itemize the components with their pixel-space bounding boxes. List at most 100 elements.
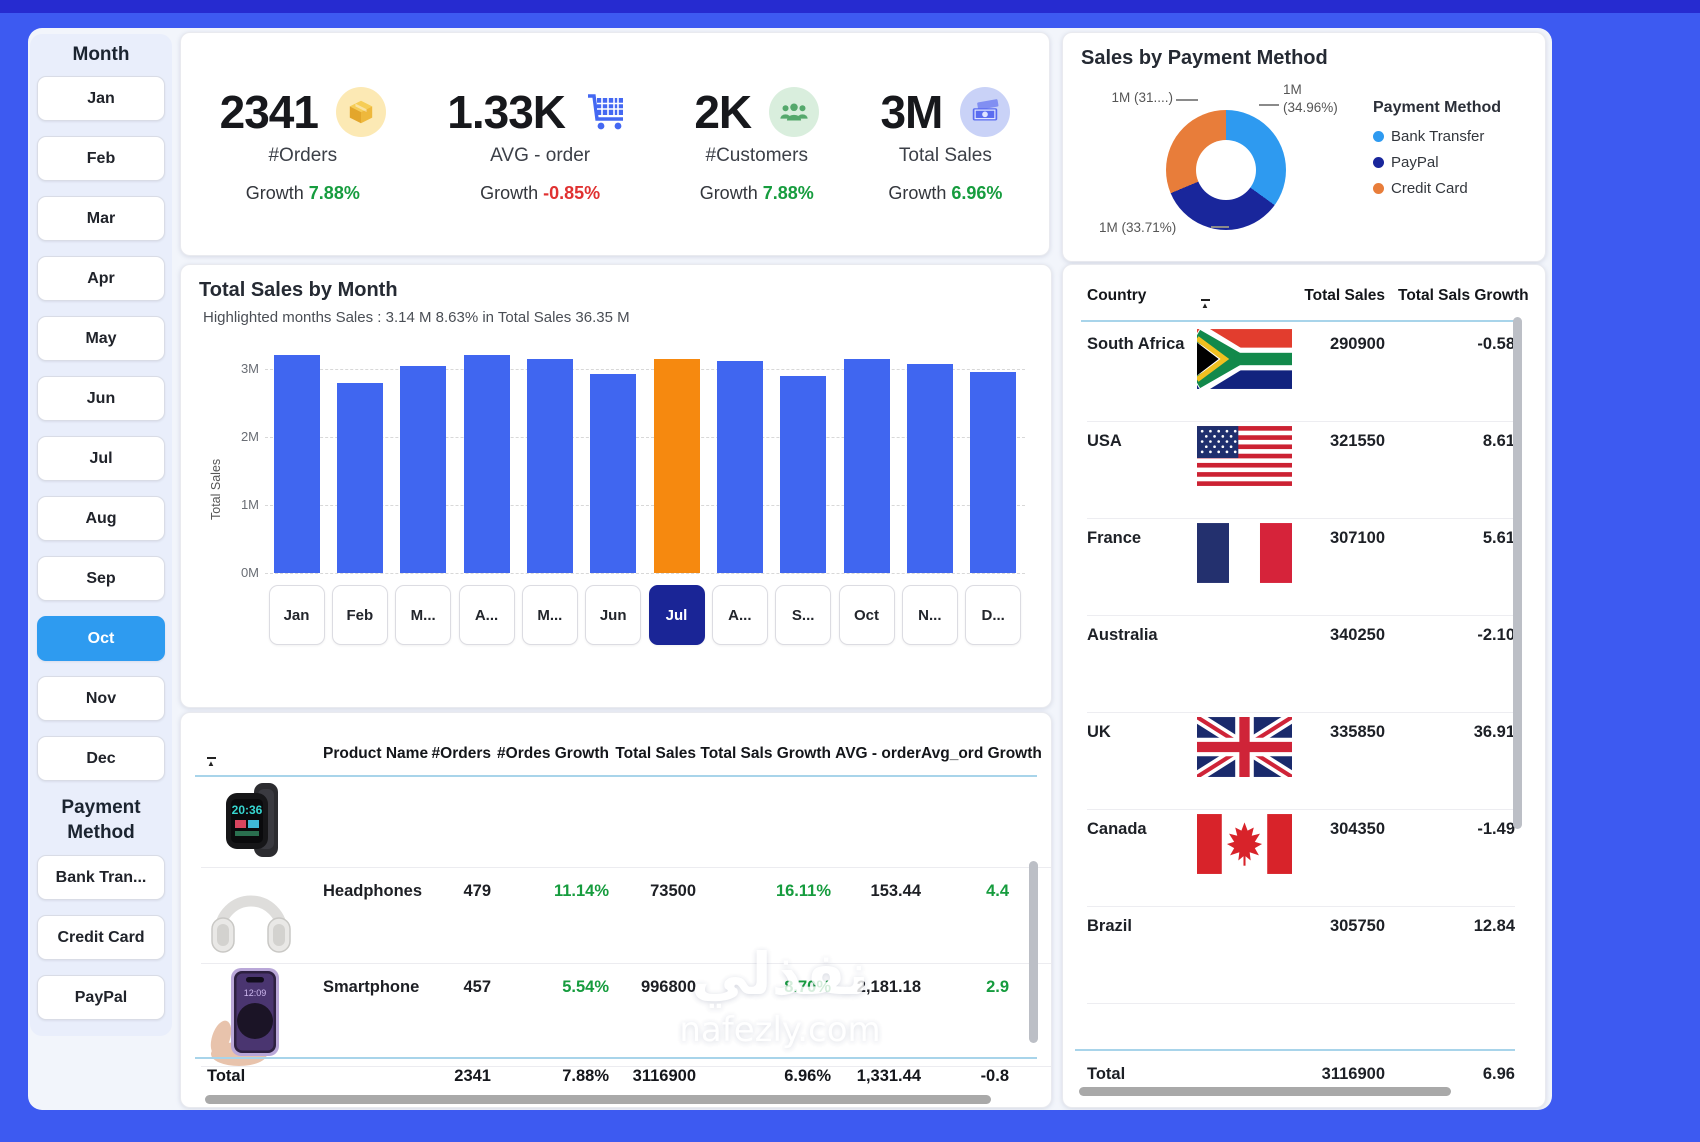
sort-icon[interactable]: ▲	[1201, 299, 1210, 311]
payment-donut-chart[interactable]	[1166, 110, 1286, 230]
country-header-growth[interactable]: Total Sals Growth	[1398, 287, 1529, 304]
product-row-smartwatch[interactable]: 20:36	[201, 779, 1051, 868]
month-button-mar[interactable]: Mar	[37, 196, 165, 241]
country-total-sales: 3116900	[1321, 1065, 1385, 1083]
sort-icon[interactable]: ▲	[207, 757, 216, 769]
country-row-france[interactable]: France 307100 5.61	[1087, 519, 1515, 616]
bar-nov[interactable]	[907, 364, 954, 573]
product-header-avg-order[interactable]: AVG - order	[835, 745, 921, 762]
bar-may[interactable]	[527, 358, 574, 573]
country-row-usa[interactable]: USA 321550 8.61	[1087, 422, 1515, 519]
bar-mar[interactable]	[400, 365, 447, 573]
bar-sep[interactable]	[780, 375, 827, 573]
x-axis-button-dec[interactable]: D...	[965, 585, 1022, 645]
legend-item-bank-transfer[interactable]: Bank Transfer	[1373, 128, 1501, 145]
donut-title: Sales by Payment Method	[1081, 47, 1328, 69]
x-axis-button-jul[interactable]: Jul	[648, 585, 705, 645]
product-row-headphones[interactable]: Headphones 479 11.14% 73500 16.11% 153.44 4.4	[201, 868, 1051, 964]
orders-cell	[421, 779, 491, 793]
monthly-sales-chart-card: Total Sales by Month Highlighted months …	[180, 264, 1052, 708]
total-sales-cell	[609, 779, 696, 793]
bar-oct[interactable]	[843, 358, 890, 573]
kpi-label: AVG - order	[490, 144, 591, 166]
payment-donut-card: Sales by Payment Method 1M (31....) 1M (…	[1062, 32, 1546, 262]
country-row-uk[interactable]: UK 335850 36.91	[1087, 712, 1515, 810]
bar-feb[interactable]	[337, 382, 384, 573]
product-header-ordes-growth[interactable]: #Ordes Growth	[497, 745, 609, 762]
x-axis-button-sep[interactable]: S...	[775, 585, 832, 645]
month-button-feb[interactable]: Feb	[37, 136, 165, 181]
month-button-nov[interactable]: Nov	[37, 676, 165, 721]
callout-line	[1259, 104, 1279, 106]
avg-order-cell: 153.44	[870, 882, 921, 900]
x-axis-button-oct[interactable]: Oct	[838, 585, 895, 645]
product-row-smartphone[interactable]: 12:09 Smartphone 457 5.54% 996800 8.70% 2,181.…	[201, 964, 1051, 1067]
uk-flag	[1187, 712, 1296, 782]
callout-line	[1211, 226, 1229, 228]
product-header-orders[interactable]: #Orders	[431, 745, 491, 762]
x-axis-button-jun[interactable]: Jun	[585, 585, 642, 645]
x-axis-button-jan[interactable]: Jan	[268, 585, 325, 645]
kpi-value: 1.33K	[447, 85, 566, 138]
bar-jun[interactable]	[590, 373, 637, 573]
product-vertical-scrollbar[interactable]	[1029, 861, 1038, 1043]
total-divider	[1075, 1049, 1515, 1051]
country-row-australia[interactable]: Australia 340250 -2.10	[1087, 616, 1515, 713]
country-horizontal-scrollbar[interactable]	[1079, 1087, 1451, 1096]
country-row-brazil[interactable]: Brazil 305750 12.84	[1087, 907, 1515, 1004]
orders-growth-cell: 5.54%	[562, 978, 609, 996]
bar-aug[interactable]	[717, 360, 764, 573]
country-growth: -2.10	[1477, 626, 1515, 644]
legend-item-credit-card[interactable]: Credit Card	[1373, 180, 1501, 197]
country-row-canada[interactable]: Canada 304350 -1.49	[1087, 810, 1515, 907]
country-header-total-sales[interactable]: Total Sales	[1304, 287, 1385, 304]
bar-apr[interactable]	[463, 355, 510, 573]
product-header-total-sals-growth[interactable]: Total Sals Growth	[700, 745, 831, 762]
country-vertical-scrollbar[interactable]	[1513, 317, 1522, 829]
product-header-avg-ord-growth[interactable]: Avg_ord Growth	[921, 745, 1042, 762]
month-button-jul[interactable]: Jul	[37, 436, 165, 481]
x-axis-button-apr[interactable]: A...	[458, 585, 515, 645]
x-axis-button-nov[interactable]: N...	[901, 585, 958, 645]
x-axis-button-may[interactable]: M...	[521, 585, 578, 645]
bar-jul[interactable]	[653, 359, 700, 573]
product-sort-cell: ▲	[201, 745, 301, 771]
product-name-cell: Smartphone	[323, 978, 420, 996]
kpi-total-sales: 3M Total Sales Growth 6.96%	[880, 85, 1011, 204]
month-button-may[interactable]: May	[37, 316, 165, 361]
month-button-jan[interactable]: Jan	[37, 76, 165, 121]
y-tick-2M: 2M	[240, 429, 259, 444]
legend-dot	[1373, 183, 1384, 194]
kpi-value: 2341	[219, 85, 319, 138]
legend-item-paypal[interactable]: PayPal	[1373, 154, 1501, 171]
product-horizontal-scrollbar[interactable]	[205, 1095, 991, 1104]
payment-button-credit-card[interactable]: Credit Card	[37, 915, 165, 961]
y-tick-1M: 1M	[240, 497, 259, 512]
x-axis-button-feb[interactable]: Feb	[331, 585, 388, 645]
missing-flag	[1187, 907, 1287, 911]
svg-text:20:36: 20:36	[232, 803, 263, 817]
month-button-apr[interactable]: Apr	[37, 256, 165, 301]
month-button-jun[interactable]: Jun	[37, 376, 165, 421]
bar-jan[interactable]	[273, 355, 320, 573]
payment-button-paypal[interactable]: PayPal	[37, 975, 165, 1021]
x-axis-button-aug[interactable]: A...	[711, 585, 768, 645]
legend-label: Credit Card	[1391, 180, 1468, 197]
product-header-product-name[interactable]: Product Name	[323, 745, 429, 762]
product-table-card: ▲ Product Name #Orders #Ordes Growth Total S…	[180, 712, 1052, 1108]
payment-button-bank-tran[interactable]: Bank Tran...	[37, 855, 165, 901]
x-axis-button-mar[interactable]: M...	[395, 585, 452, 645]
country-total-sales: 321550	[1329, 432, 1385, 450]
month-button-aug[interactable]: Aug	[37, 496, 165, 541]
country-total-sales: 304350	[1329, 820, 1385, 838]
month-button-oct[interactable]: Oct	[37, 616, 165, 661]
country-growth: 8.61	[1482, 432, 1515, 450]
total-orders-growth: 7.88%	[562, 1067, 609, 1085]
month-button-sep[interactable]: Sep	[37, 556, 165, 601]
bar-dec[interactable]	[970, 372, 1017, 573]
country-header-country[interactable]: Country	[1087, 287, 1147, 304]
total-sales-growth: 6.96%	[784, 1067, 831, 1085]
month-button-dec[interactable]: Dec	[37, 736, 165, 781]
country-row-south-africa[interactable]: South Africa 290900 -0.58	[1087, 324, 1515, 422]
product-header-total-sales[interactable]: Total Sales	[615, 745, 696, 762]
